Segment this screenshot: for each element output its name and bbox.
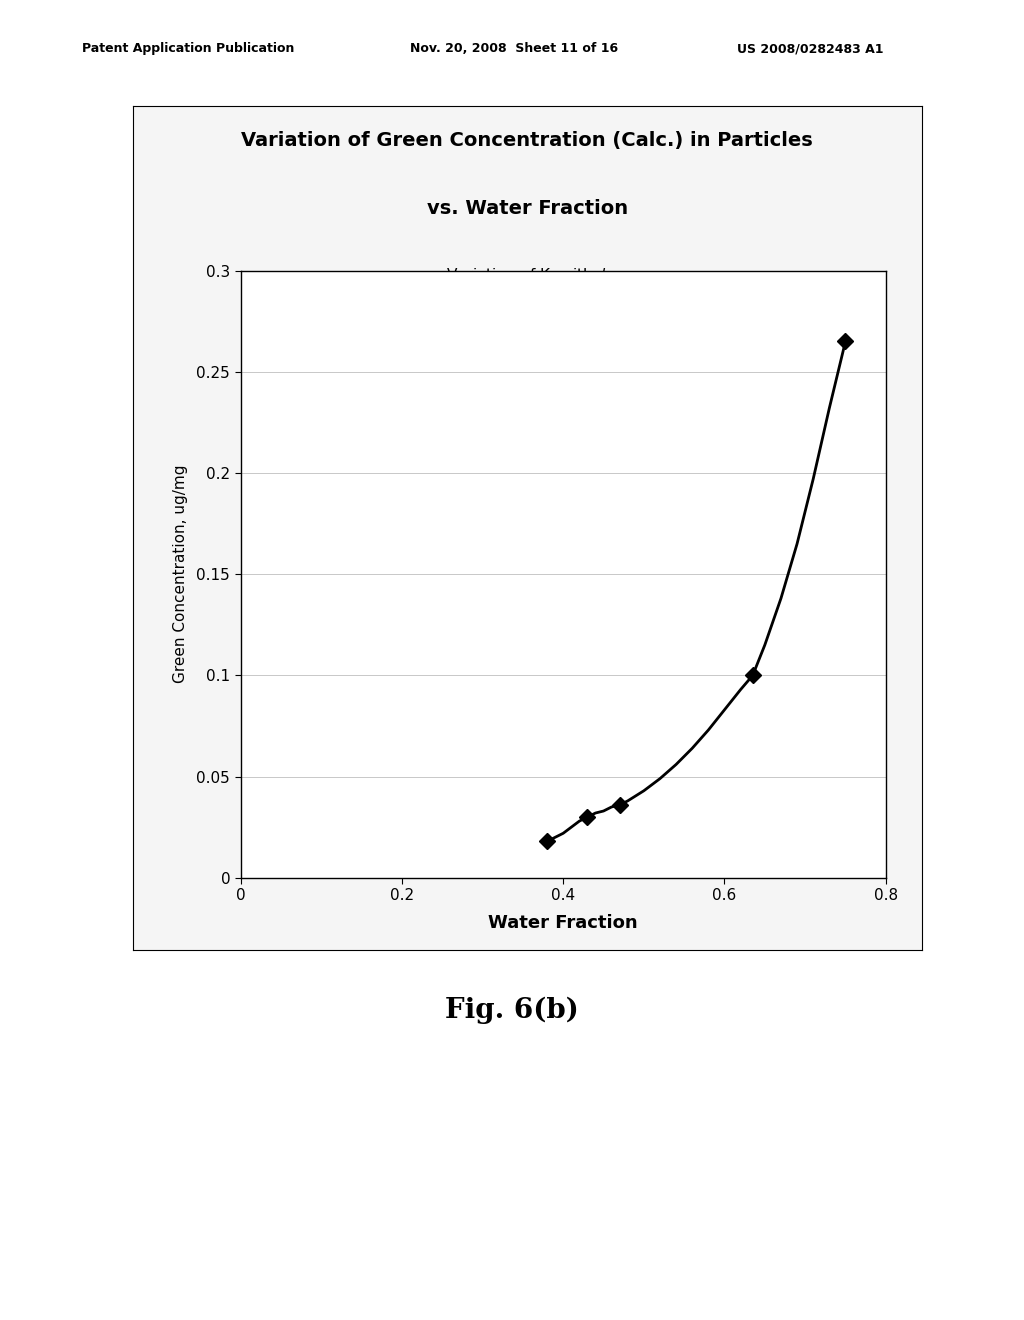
Y-axis label: Green Concentration, ug/mg: Green Concentration, ug/mg	[173, 465, 188, 684]
Text: Fig. 6(b): Fig. 6(b)	[445, 997, 579, 1024]
X-axis label: Water Fraction: Water Fraction	[488, 915, 638, 932]
Text: Variation of Green Concentration (Calc.) in Particles: Variation of Green Concentration (Calc.)…	[242, 131, 813, 150]
Text: Nov. 20, 2008  Sheet 11 of 16: Nov. 20, 2008 Sheet 11 of 16	[410, 42, 617, 55]
Text: US 2008/0282483 A1: US 2008/0282483 A1	[737, 42, 884, 55]
Text: Variation of K$_\mathrm{s}$ with $\phi$: Variation of K$_\mathrm{s}$ with $\phi$	[445, 267, 609, 285]
Text: vs. Water Fraction: vs. Water Fraction	[427, 198, 628, 218]
Text: Patent Application Publication: Patent Application Publication	[82, 42, 294, 55]
